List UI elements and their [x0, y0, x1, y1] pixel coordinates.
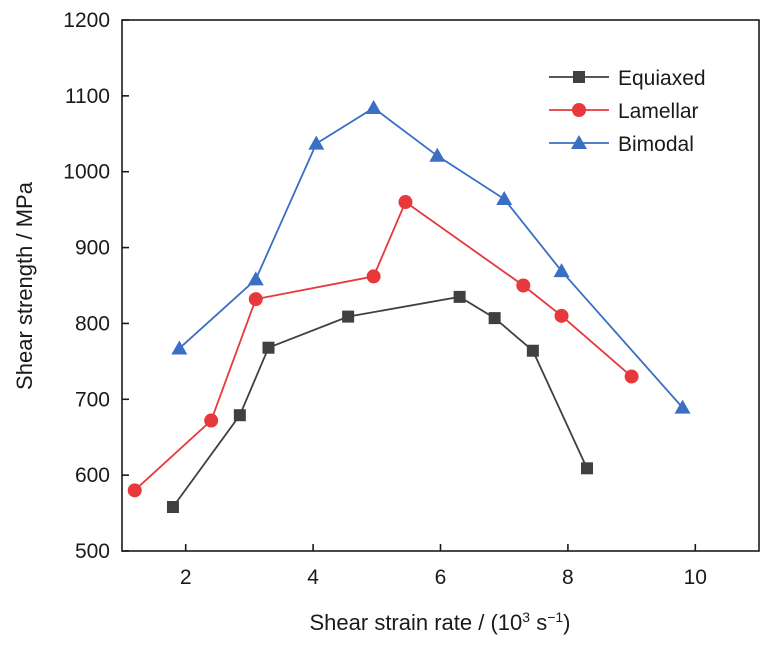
bimodal-point	[674, 399, 691, 414]
bimodal-point	[496, 191, 513, 206]
y-tick-label: 1100	[65, 85, 110, 108]
lamellar-point	[554, 308, 569, 323]
bimodal-point	[365, 99, 382, 114]
x-axis-title: Shear strain rate / (103 s−1)	[310, 609, 571, 635]
y-tick-label: 1000	[63, 161, 110, 184]
equiaxed-point	[581, 462, 594, 475]
y-tick-label: 500	[75, 540, 110, 563]
x-tick-label: 4	[307, 566, 319, 589]
series-layer	[127, 99, 691, 514]
lamellar-line	[134, 200, 633, 491]
y-tick-label: 1200	[63, 9, 110, 32]
lamellar-point	[248, 292, 263, 307]
bimodal-line	[178, 106, 684, 409]
equiaxed-point	[342, 310, 355, 323]
equiaxed-line	[172, 295, 588, 508]
bimodal-point	[247, 271, 264, 286]
x-tick-label: 2	[180, 566, 192, 589]
bimodal-point	[308, 135, 325, 150]
legend-swatch-marker	[573, 71, 585, 83]
lamellar-point	[366, 269, 381, 284]
legend: Equiaxed Lamellar Bimodal	[549, 67, 706, 156]
lamellar-point	[624, 369, 639, 384]
lamellar-series	[127, 195, 639, 498]
legend-item-bimodal: Bimodal	[549, 133, 694, 156]
equiaxed-series	[166, 290, 594, 514]
y-tick-label: 700	[75, 388, 110, 411]
bimodal-point	[429, 147, 446, 162]
bimodal-point	[553, 263, 570, 278]
legend-label: Equiaxed	[618, 67, 706, 90]
y-tick-label: 600	[75, 464, 110, 487]
x-tick-label: 6	[435, 566, 447, 589]
x-tick-label: 10	[684, 566, 707, 589]
lamellar-point	[127, 483, 142, 498]
x-tick-label: 8	[562, 566, 574, 589]
legend-swatch-marker	[571, 135, 587, 149]
equiaxed-point	[262, 341, 275, 354]
lamellar-point	[398, 195, 413, 210]
legend-item-equiaxed: Equiaxed	[549, 67, 706, 90]
bimodal-point	[171, 340, 188, 355]
equiaxed-point	[166, 501, 179, 514]
lamellar-point	[204, 413, 219, 428]
y-tick-label: 900	[75, 237, 110, 260]
equiaxed-point	[488, 312, 501, 325]
lamellar-point	[516, 278, 531, 293]
legend-swatch-marker	[572, 103, 586, 117]
bimodal-series	[171, 99, 691, 414]
legend-label: Bimodal	[618, 133, 694, 156]
equiaxed-point	[233, 409, 246, 422]
legend-label: Lamellar	[618, 100, 699, 123]
y-tick-label: 800	[75, 312, 110, 335]
y-axis-title: Shear strength / MPa	[12, 181, 37, 390]
axis-ticks: 2 4 6 8 10 500 600 700 800 900 1000 1100 1200	[63, 9, 707, 589]
equiaxed-point	[453, 290, 466, 303]
legend-item-lamellar: Lamellar	[549, 100, 699, 123]
equiaxed-point	[526, 344, 539, 357]
